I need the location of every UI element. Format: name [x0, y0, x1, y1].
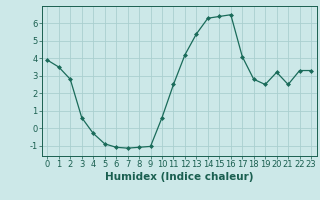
X-axis label: Humidex (Indice chaleur): Humidex (Indice chaleur) — [105, 172, 253, 182]
